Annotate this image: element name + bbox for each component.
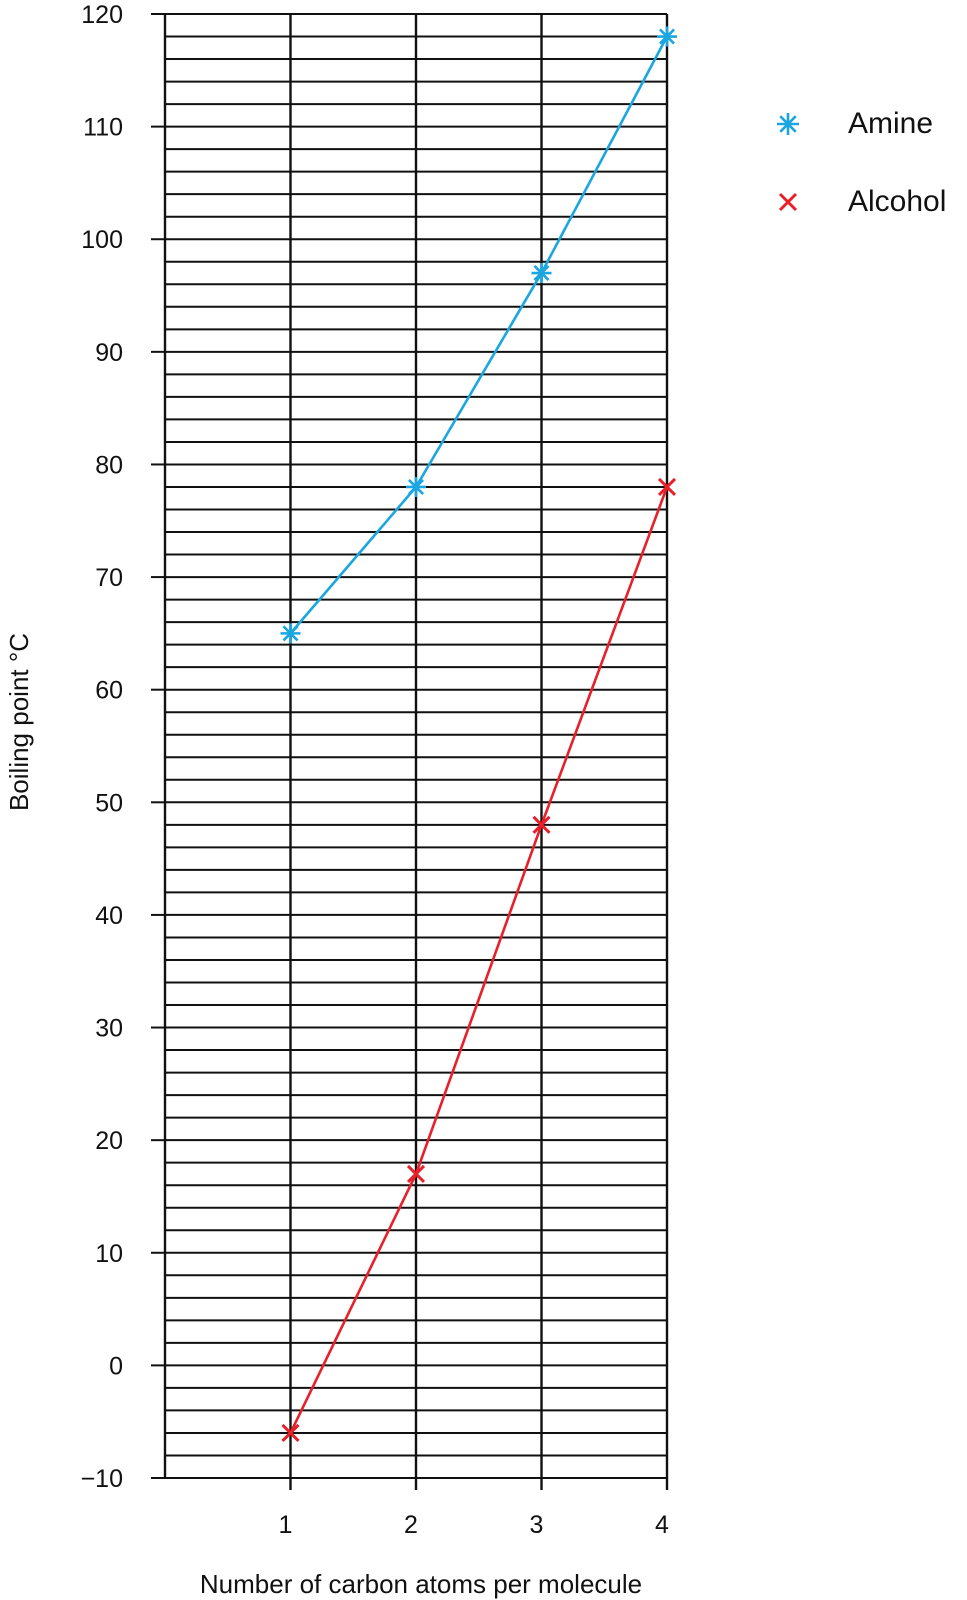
legend-amine-marker [777, 113, 799, 135]
alcohol-line [289, 486, 669, 1434]
grid [163, 13, 669, 1479]
y-tick-label: 80 [95, 451, 123, 479]
y-tick-label: 50 [95, 789, 123, 817]
x-axis-title: Number of carbon atoms per molecule [200, 1569, 642, 1599]
y-tick-label: 100 [81, 226, 123, 254]
x-tick-label: 4 [655, 1511, 669, 1539]
alcohol-point [657, 477, 677, 497]
y-tick-label: 110 [83, 114, 123, 142]
y-tick-label: 120 [81, 1, 123, 29]
x-tick-label: 3 [530, 1511, 544, 1539]
alcohol-point [406, 1164, 426, 1183]
y-tick-label: 90 [95, 339, 123, 367]
amine-point [657, 26, 677, 47]
legend-alcohol-label: Alcohol [848, 185, 946, 218]
y-tick-label: −10 [81, 1465, 123, 1493]
legend-alcohol-marker [778, 192, 798, 212]
alcohol-point [532, 815, 551, 834]
x-axis-ticks: 1 2 3 4 [279, 1478, 669, 1539]
y-tick-label: 30 [95, 1015, 123, 1043]
amine-point [280, 623, 301, 644]
amine-line [289, 35, 669, 635]
series-layer [280, 26, 677, 1443]
y-tick-label: 70 [95, 564, 123, 592]
y-tick-label: 40 [95, 902, 123, 930]
amine-point [406, 476, 426, 497]
legend-amine-label: Amine [848, 107, 933, 140]
amine-point [531, 263, 552, 284]
y-tick-label: 20 [95, 1127, 123, 1155]
y-tick-label: 10 [95, 1240, 123, 1268]
x-tick-label: 2 [404, 1511, 418, 1539]
legend: Amine Alcohol [777, 107, 946, 218]
alcohol-point [281, 1423, 300, 1443]
x-tick-label: 1 [279, 1511, 293, 1539]
y-axis-title: Boiling point °C [4, 633, 34, 811]
y-tick-label: 0 [109, 1352, 123, 1380]
y-tick-label: 60 [95, 677, 123, 705]
y-axis-ticks: −10 0 10 20 30 40 50 60 70 80 90 100 110 120 [81, 1, 165, 1493]
